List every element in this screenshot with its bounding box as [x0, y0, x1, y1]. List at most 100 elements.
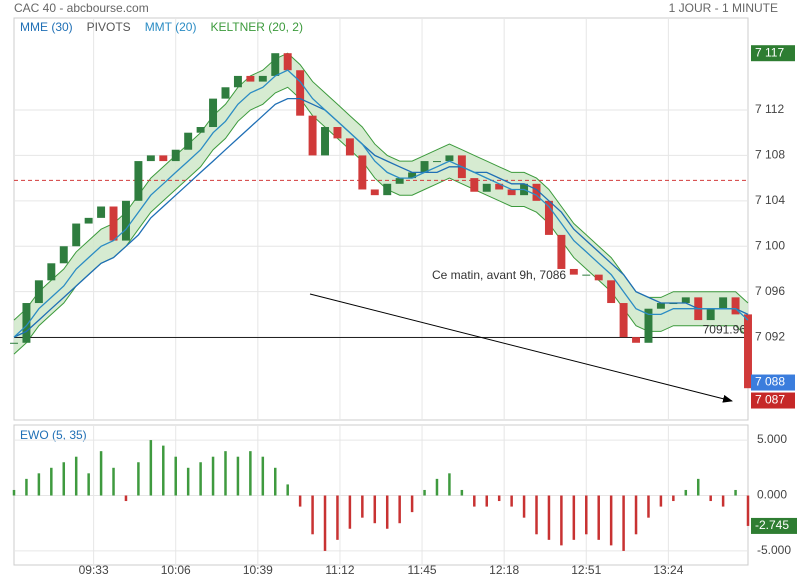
- candle: [97, 206, 106, 218]
- ewo-bar: [249, 451, 252, 496]
- candle: [594, 274, 603, 281]
- ewo-bar: [410, 495, 414, 513]
- ewo-bar: [448, 473, 451, 496]
- candle: [258, 75, 267, 82]
- ewo-bar: [174, 456, 177, 496]
- candle: [408, 172, 417, 179]
- ewo-badge-label: -2.745: [755, 518, 789, 532]
- candle: [333, 127, 342, 139]
- candle: [209, 98, 218, 128]
- price-badge: [751, 45, 795, 62]
- candle: [719, 297, 728, 309]
- candle: [706, 308, 715, 321]
- legend-entry: KELTNER (20, 2): [210, 20, 302, 34]
- price-badge-label: 7 117: [755, 45, 784, 59]
- ewo-bar: [62, 462, 66, 496]
- legend-entry: PIVOTS: [87, 20, 131, 34]
- ewo-bar: [510, 495, 513, 507]
- candle: [395, 178, 404, 184]
- ewo-bar: [684, 489, 688, 496]
- ewo-bar: [186, 467, 190, 496]
- candle: [582, 274, 591, 276]
- ewo-bar: [373, 495, 377, 524]
- candle: [59, 246, 68, 264]
- candle: [358, 155, 367, 190]
- annotation: Ce matin, avant 9h, 7086: [432, 268, 566, 282]
- ewo-bar: [460, 489, 464, 496]
- moving-average: [13, 69, 749, 338]
- candle: [196, 127, 205, 133]
- reference-label: 7091.96: [703, 323, 747, 337]
- candle: [271, 53, 280, 76]
- ewo-bar: [647, 495, 650, 518]
- ewo-bar: [398, 495, 401, 524]
- price-badge-label: 7 087: [755, 393, 785, 407]
- ewo-bar: [746, 495, 750, 526]
- ewo-bar: [323, 495, 327, 551]
- ewo-bar: [99, 451, 103, 496]
- candle: [221, 87, 230, 99]
- candle: [532, 183, 541, 201]
- ewo-bar: [709, 495, 712, 502]
- candle: [184, 132, 193, 150]
- candle: [569, 268, 578, 275]
- candle: [445, 155, 454, 162]
- x-tick-label: 11:45: [407, 563, 436, 577]
- ewo-bar: [261, 456, 265, 496]
- y-tick-label: -5.000: [757, 543, 791, 557]
- ewo-bar: [696, 478, 700, 496]
- ewo-bar: [622, 495, 625, 551]
- ewo-bar: [473, 495, 476, 507]
- candle: [345, 138, 354, 156]
- candle: [557, 234, 566, 269]
- price-badge: [751, 392, 795, 409]
- candle: [246, 75, 255, 82]
- x-tick-label: 12:18: [489, 563, 519, 577]
- price-badge: [751, 374, 795, 391]
- legend-entry: MME (30): [20, 20, 73, 34]
- ewo-bar: [634, 495, 638, 535]
- y-tick-label: 5.000: [757, 432, 787, 446]
- candle: [159, 155, 168, 162]
- ewo-bar: [25, 478, 28, 496]
- candle: [470, 178, 479, 192]
- candle: [34, 280, 43, 304]
- ewo-bar: [734, 489, 737, 496]
- ewo-bar: [659, 495, 663, 507]
- x-tick-label: 09:33: [79, 563, 109, 577]
- candle: [121, 200, 130, 241]
- price-panel: [13, 17, 749, 421]
- ewo-bar: [435, 478, 439, 496]
- candle: [507, 189, 516, 196]
- candle: [321, 127, 329, 156]
- candle: [420, 161, 429, 173]
- candle: [370, 189, 379, 196]
- ewo-bar: [597, 495, 600, 540]
- ewo-bar: [572, 495, 576, 540]
- candle: [171, 149, 180, 162]
- ewo-bar: [12, 489, 16, 496]
- ewo-bar: [522, 495, 526, 518]
- ewo-bar: [609, 495, 613, 546]
- y-tick-label: 7 096: [755, 284, 785, 298]
- candle: [109, 206, 118, 241]
- candle: [283, 53, 292, 71]
- ewo-bar: [137, 462, 140, 496]
- ewo-bar: [672, 495, 675, 502]
- candle: [22, 303, 31, 343]
- ewo-bar: [361, 495, 364, 518]
- ewo-bar: [535, 495, 538, 535]
- candle: [72, 223, 81, 247]
- candle: [47, 263, 56, 281]
- moving-average: [13, 97, 749, 338]
- ewo-bar: [485, 495, 488, 507]
- ewo-bar: [385, 495, 389, 529]
- ewo-bar: [348, 495, 352, 529]
- ewo-bar: [560, 495, 563, 546]
- keltner-band: [14, 53, 748, 355]
- x-tick-label: 10:06: [161, 563, 191, 577]
- candle: [731, 297, 740, 315]
- candle: [482, 183, 491, 192]
- ewo-bar: [585, 495, 588, 535]
